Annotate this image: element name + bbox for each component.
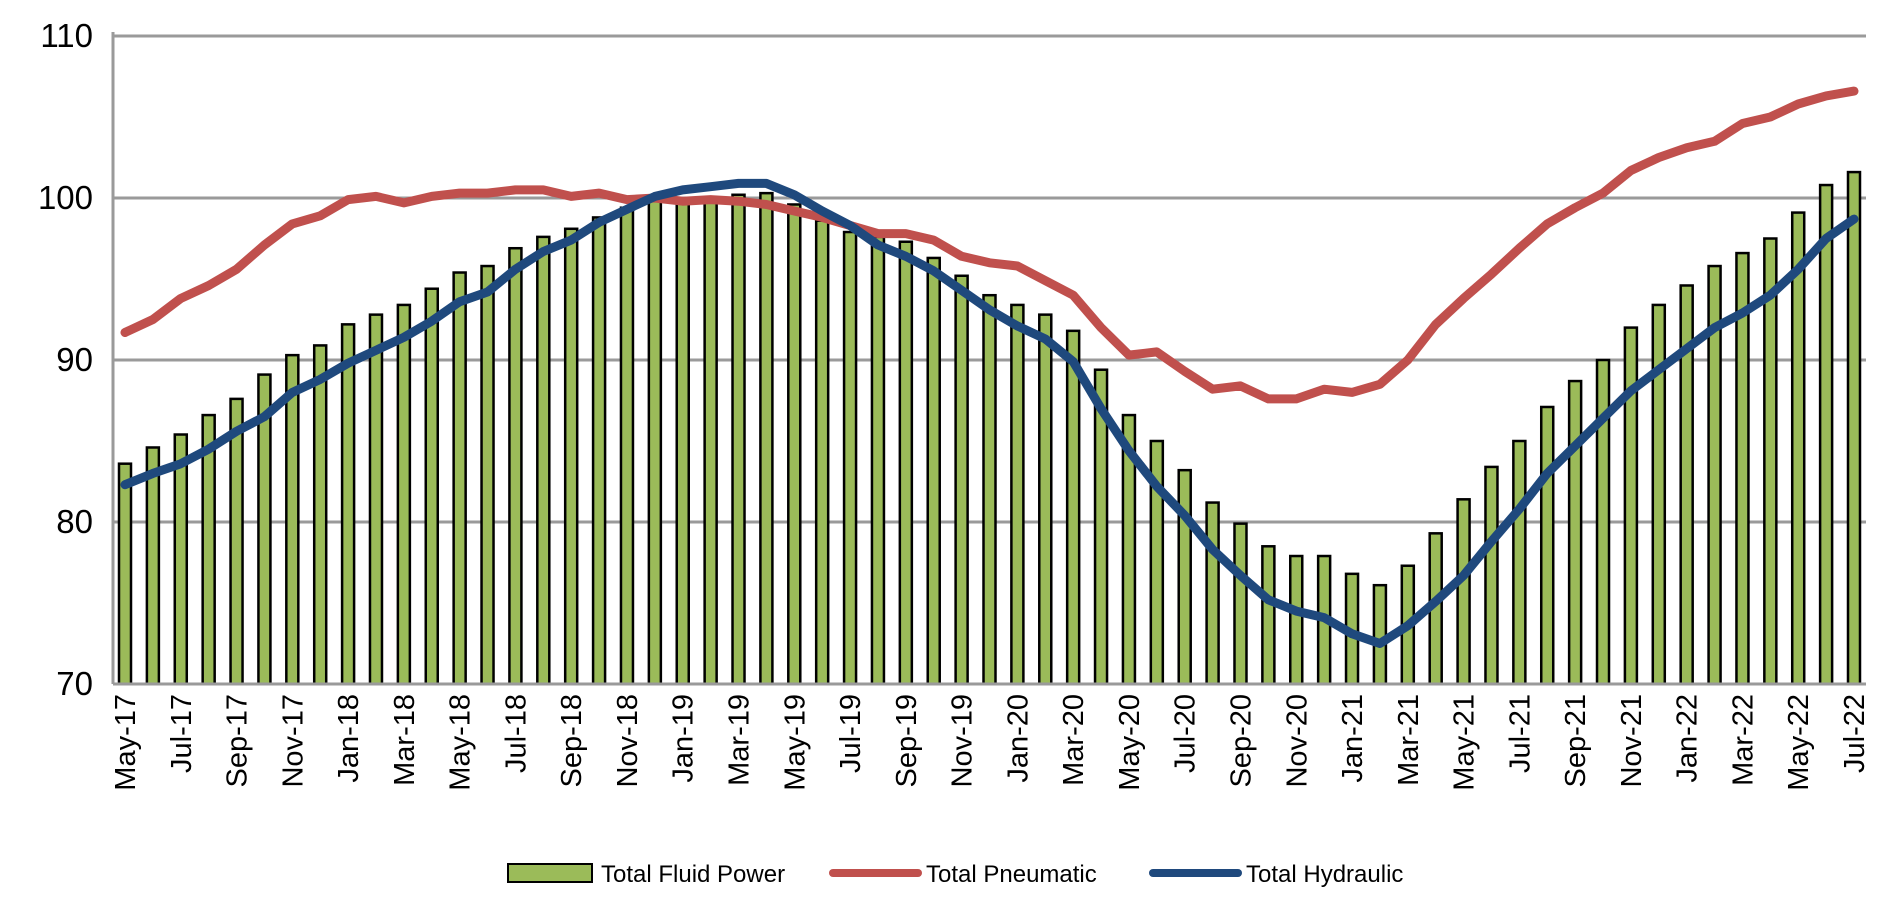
x-tick-label: May-22 xyxy=(1783,694,1815,791)
bar-Nov-17 xyxy=(285,353,300,686)
x-tick-label: Mar-19 xyxy=(724,694,756,786)
bar-Jan-18 xyxy=(340,323,356,686)
bar-Feb-21 xyxy=(1372,583,1388,686)
legend-label-total-hydraulic: Total Hydraulic xyxy=(1246,861,1403,888)
line-layer xyxy=(120,86,1859,648)
bar-Nov-18 xyxy=(619,206,635,686)
x-tick-label: Jan-22 xyxy=(1672,694,1704,783)
bar-May-21 xyxy=(1456,498,1471,686)
bar-Aug-20 xyxy=(1205,501,1220,686)
bar-Jul-19 xyxy=(842,230,858,686)
x-tick-label: Nov-19 xyxy=(947,694,979,788)
x-tick-label: Sep-17 xyxy=(222,694,254,788)
legend-swatch-total-fluid-power xyxy=(507,863,593,883)
bar-Sep-20 xyxy=(1233,522,1248,686)
x-tick-label: Jan-20 xyxy=(1002,694,1034,783)
bar-Mar-20 xyxy=(1065,329,1081,686)
bar-Jun-21 xyxy=(1484,465,1499,686)
x-tick-label: Sep-18 xyxy=(556,694,588,788)
series-line-total-hydraulic xyxy=(120,178,1859,648)
bar-Feb-19 xyxy=(703,196,718,686)
bar-Dec-19 xyxy=(982,293,997,686)
bar-Oct-19 xyxy=(926,256,941,686)
series-line-total-pneumatic xyxy=(120,86,1859,404)
x-tick-labels: May-17 Jul-17 Sep-17 Nov-17 Jan-18 Mar-18 May-… xyxy=(110,694,1871,791)
x-tick-label: Jul-21 xyxy=(1504,694,1536,773)
y-tick-label: 110 xyxy=(40,17,93,54)
bar-May-22 xyxy=(1790,211,1806,686)
bar-Jan-20 xyxy=(1010,303,1025,686)
bar-Feb-20 xyxy=(1038,313,1053,686)
y-tick-label: 70 xyxy=(56,665,93,702)
bar-May-19 xyxy=(787,203,802,686)
bar-Aug-19 xyxy=(870,235,886,686)
bar-Jul-17 xyxy=(173,433,189,686)
x-tick-label: Mar-20 xyxy=(1058,694,1090,786)
x-tick-label: Nov-18 xyxy=(612,694,644,788)
bar-Oct-20 xyxy=(1261,545,1276,686)
bar-Jun-18 xyxy=(480,264,495,686)
bar-Jun-19 xyxy=(814,219,830,686)
x-tick-label: Nov-17 xyxy=(277,694,309,788)
bar-Aug-18 xyxy=(536,235,551,686)
bar-Dec-17 xyxy=(312,344,328,686)
x-tick-label: Jan-19 xyxy=(668,694,700,783)
bar-Sep-17 xyxy=(229,397,244,686)
bar-Aug-21 xyxy=(1539,405,1555,686)
bar-Jun-22 xyxy=(1818,183,1834,686)
bar-Sep-21 xyxy=(1567,379,1583,686)
bar-Jun-17 xyxy=(145,446,161,686)
x-tick-label: Jul-18 xyxy=(500,694,532,773)
x-tick-label: Nov-21 xyxy=(1616,694,1648,788)
legend: Total Fluid Power Total Pneumatic Total Hy… xyxy=(507,861,1403,888)
x-tick-label: Jan-18 xyxy=(333,694,365,783)
x-tick-label: Sep-20 xyxy=(1225,694,1257,788)
bar-Feb-18 xyxy=(368,313,384,686)
y-tick-label: 90 xyxy=(56,341,93,378)
bar-Nov-19 xyxy=(954,274,969,686)
x-tick-label: May-18 xyxy=(445,694,477,791)
y-tick-label: 100 xyxy=(38,179,93,216)
bar-May-17 xyxy=(117,462,133,686)
legend-label-total-fluid-power: Total Fluid Power xyxy=(601,861,785,888)
x-tick-label: Jul-17 xyxy=(166,694,198,773)
x-tick-label: Mar-18 xyxy=(389,694,421,786)
bar-Jul-22 xyxy=(1846,170,1862,686)
bar-Apr-19 xyxy=(759,191,774,686)
bar-Jan-19 xyxy=(675,198,690,686)
bar-Apr-22 xyxy=(1763,237,1778,686)
bar-Jul-18 xyxy=(508,246,523,686)
x-tick-label: Mar-22 xyxy=(1727,694,1759,786)
bar-Nov-21 xyxy=(1623,326,1639,686)
bar-Sep-19 xyxy=(898,240,914,686)
bar-Oct-18 xyxy=(591,216,607,686)
bar-Jul-20 xyxy=(1177,468,1192,686)
axis-layer xyxy=(111,32,1866,686)
x-tick-label: May-20 xyxy=(1114,694,1146,791)
bar-Sep-18 xyxy=(563,227,579,686)
x-tick-label: Jan-21 xyxy=(1337,694,1369,783)
x-tick-label: Sep-21 xyxy=(1560,694,1592,788)
bar-Nov-20 xyxy=(1289,554,1304,686)
bar-Dec-18 xyxy=(647,199,663,686)
bar-Jul-21 xyxy=(1512,439,1527,686)
x-tick-label: Sep-19 xyxy=(891,694,923,788)
bar-Apr-18 xyxy=(424,287,440,686)
x-tick-label: Jul-20 xyxy=(1170,694,1202,773)
bar-Mar-18 xyxy=(396,303,412,686)
x-tick-label: Jul-22 xyxy=(1839,694,1871,773)
bar-May-18 xyxy=(452,271,467,686)
x-tick-label: May-17 xyxy=(110,694,142,791)
x-tick-label: May-21 xyxy=(1449,694,1481,791)
x-tick-label: Jul-19 xyxy=(835,694,867,773)
bar-Mar-19 xyxy=(731,193,746,686)
x-tick-label: Mar-21 xyxy=(1393,694,1425,786)
x-tick-label: Nov-20 xyxy=(1281,694,1313,788)
y-tick-labels: 70 80 90 100 110 xyxy=(38,17,93,702)
x-tick-label: May-19 xyxy=(779,694,811,791)
legend-label-total-pneumatic: Total Pneumatic xyxy=(926,861,1097,888)
y-tick-label: 80 xyxy=(56,503,93,540)
